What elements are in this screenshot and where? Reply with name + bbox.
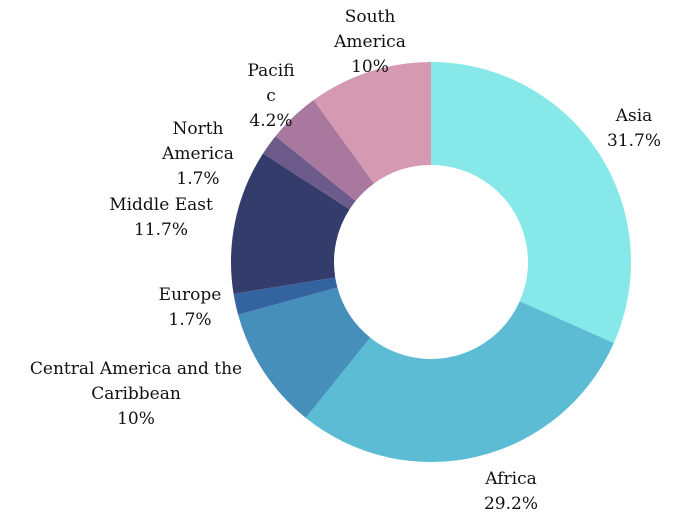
label-line: North — [172, 119, 223, 139]
slice-pacific — [275, 100, 375, 201]
label-line: South — [345, 7, 396, 27]
slice-asia — [431, 62, 632, 344]
label-line: 10% — [117, 409, 155, 429]
slice-europe — [233, 277, 338, 315]
label-line: America — [333, 32, 406, 52]
label-line: America — [161, 144, 234, 164]
label-asia: Asia 31.7% — [607, 106, 661, 151]
slice-north-america — [263, 136, 356, 210]
label-line: c — [266, 86, 276, 106]
label-line: Europe — [159, 285, 222, 305]
slice-labels: Asia 31.7% Africa 29.2% Central America and … — [30, 7, 661, 514]
slice-middle-east — [231, 153, 350, 294]
label-line: 29.2% — [484, 494, 538, 514]
label-line: Africa — [484, 469, 537, 489]
label-south-america: South America 10% — [333, 7, 406, 77]
label-line: 11.7% — [134, 220, 188, 240]
label-north-america: North America 1.7% — [161, 119, 234, 189]
slice-south-america — [313, 62, 431, 184]
slice-africa — [305, 301, 614, 462]
label-pacific: Pacifi c 4.2% — [247, 61, 294, 131]
label-line: 1.7% — [176, 169, 219, 189]
label-line: 4.2% — [249, 111, 292, 131]
label-line: Middle East — [109, 195, 213, 215]
label-line: 31.7% — [607, 131, 661, 151]
label-middle-east: Middle East 11.7% — [109, 195, 213, 240]
label-line: Central America and the — [30, 359, 242, 379]
label-line: 10% — [351, 57, 389, 77]
label-line: Asia — [615, 106, 653, 126]
label-central-america-and-the-caribbean: Central America and the Caribbean 10% — [30, 359, 242, 429]
slice-central-america-and-the-caribbean — [238, 287, 371, 418]
label-line: Caribbean — [91, 384, 181, 404]
label-europe: Europe 1.7% — [159, 285, 222, 330]
slices — [231, 62, 632, 462]
label-africa: Africa 29.2% — [484, 469, 538, 514]
label-line: 1.7% — [168, 310, 211, 330]
label-line: Pacifi — [247, 61, 294, 81]
